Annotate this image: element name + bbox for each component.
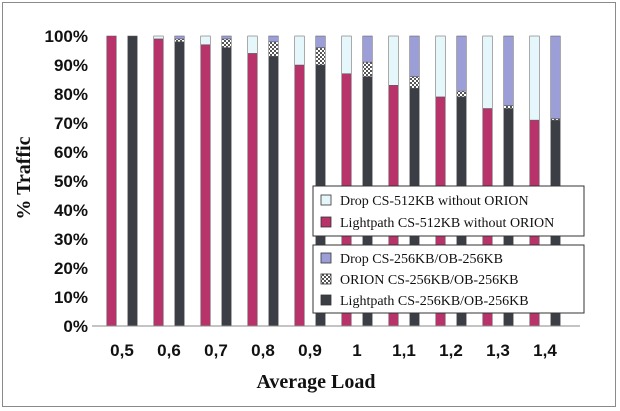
bar-segment — [200, 44, 211, 327]
x-tick-label: 1,4 — [533, 341, 557, 360]
bar-segment — [341, 35, 352, 74]
bar-segment — [153, 38, 164, 327]
y-axis-ticks: 0% 10% 20% 30% 40% 50% 60% 70% 80% 90% 100% — [45, 27, 88, 336]
y-tick-label: 30% — [54, 230, 88, 249]
y-tick-label: 60% — [54, 143, 88, 162]
x-tick-label: 0,6 — [157, 341, 181, 360]
bar-segment — [268, 41, 279, 57]
bar-segment — [268, 35, 279, 43]
bar-segment — [409, 35, 420, 77]
bar-segment — [247, 53, 258, 327]
y-tick-label: 10% — [54, 288, 88, 307]
legend-swatch-lightpath-256 — [320, 294, 332, 306]
legend-label-lightpath-512: Lightpath CS-512KB without ORION — [340, 216, 554, 231]
bar-segment — [388, 35, 399, 86]
legend-label-lightpath-256: Lightpath CS-256KB/OB-256KB — [340, 294, 529, 309]
bar-segment — [529, 35, 540, 121]
x-tick-label: 1,1 — [392, 341, 416, 360]
bar-segment — [435, 35, 446, 98]
bar-segment — [503, 35, 514, 106]
bar-segment — [221, 47, 232, 327]
y-tick-label: 70% — [54, 114, 88, 133]
bar-segment — [221, 35, 232, 40]
bar-segment — [294, 64, 305, 327]
bar-segment — [482, 35, 493, 109]
bar-segment — [221, 38, 232, 48]
bar-segment — [294, 35, 305, 66]
bar-segment — [174, 35, 185, 40]
legend-swatch-drop-512 — [320, 194, 332, 206]
bar-segment — [174, 38, 185, 43]
chart-frame — [2, 2, 616, 407]
y-tick-label: 20% — [54, 259, 88, 278]
bar-segment — [174, 41, 185, 327]
y-tick-label: 0% — [63, 317, 88, 336]
legend-label-drop-512: Drop CS-512KB without ORION — [340, 194, 529, 209]
x-tick-label: 0,5 — [110, 341, 134, 360]
legend-label-orion-256: ORION CS-256KB/OB-256KB — [340, 273, 519, 288]
y-axis-title: % Traffic — [13, 136, 35, 219]
bar-segment — [200, 35, 211, 45]
legend-box-2 — [312, 244, 585, 314]
y-tick-label: 80% — [54, 85, 88, 104]
bar-segment — [409, 76, 420, 89]
bar-segment — [247, 35, 258, 54]
bar-segment — [550, 35, 561, 119]
x-tick-label: 1,2 — [439, 341, 463, 360]
y-tick-label: 90% — [54, 56, 88, 75]
bar-segment — [268, 56, 279, 327]
legend-swatch-orion-256 — [320, 273, 332, 285]
x-tick-label: 0,7 — [204, 341, 228, 360]
x-tick-label: 0,9 — [298, 341, 322, 360]
x-tick-label: 1,3 — [486, 341, 510, 360]
legend-box-1 — [312, 185, 585, 237]
bar-segment — [127, 35, 138, 327]
x-axis-ticks: 0,5 0,6 0,7 0,8 0,9 1 1,1 1,2 1,3 1,4 — [110, 341, 557, 360]
bar-segment — [315, 35, 326, 48]
legend-label-drop-256: Drop CS-256KB/OB-256KB — [340, 252, 503, 267]
y-tick-label: 50% — [54, 172, 88, 191]
bar-segment — [362, 35, 373, 63]
legend-swatch-drop-256 — [320, 252, 332, 264]
legend: Drop CS-512KB without ORION Lightpath CS… — [312, 185, 585, 314]
bar-segment — [315, 47, 326, 66]
bar-segment — [153, 35, 164, 40]
y-tick-label: 40% — [54, 201, 88, 220]
bar-segment — [503, 105, 514, 109]
y-tick-label: 100% — [45, 27, 88, 46]
x-tick-label: 1 — [352, 341, 361, 360]
x-axis-title: Average Load — [256, 371, 375, 393]
bar-segment — [456, 90, 467, 98]
bar-segment — [456, 35, 467, 92]
bar-segment — [106, 35, 117, 327]
bar-segment — [362, 61, 373, 77]
x-tick-label: 0,8 — [251, 341, 275, 360]
legend-swatch-lightpath-512 — [320, 216, 332, 228]
